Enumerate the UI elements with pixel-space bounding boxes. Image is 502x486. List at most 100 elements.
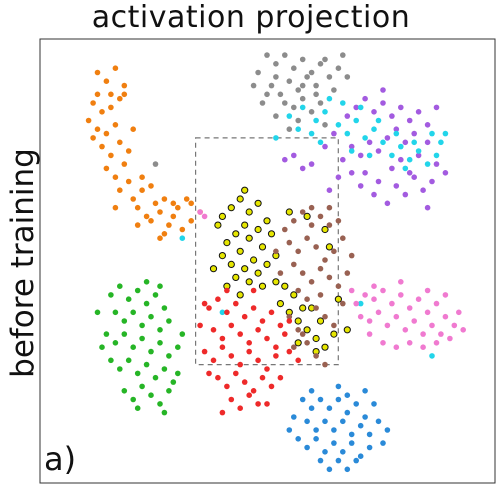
data-point (299, 82, 306, 89)
data-point (227, 260, 235, 268)
data-point (340, 418, 346, 425)
data-point (308, 204, 315, 211)
data-point (250, 305, 257, 311)
data-point (322, 56, 328, 63)
data-point (331, 130, 337, 137)
data-point (134, 405, 141, 412)
data-point (143, 213, 150, 220)
data-point (268, 309, 275, 316)
data-point (108, 152, 114, 159)
data-point (326, 274, 333, 281)
data-point (344, 113, 351, 119)
data-point (295, 126, 302, 132)
data-point (85, 117, 92, 124)
data-point (415, 148, 422, 154)
series-2 (282, 87, 449, 211)
data-point (241, 186, 249, 194)
data-point (134, 204, 141, 211)
data-point (143, 300, 150, 307)
data-point (317, 265, 324, 272)
data-point (214, 221, 222, 229)
data-point (362, 170, 368, 176)
data-point (362, 292, 368, 298)
data-point (389, 165, 395, 172)
data-point (424, 204, 431, 211)
data-point (148, 313, 154, 320)
data-point (130, 309, 136, 316)
data-point (442, 313, 449, 320)
data-point (241, 221, 249, 229)
data-point (299, 304, 307, 312)
data-point (254, 199, 262, 207)
data-point (94, 91, 101, 98)
data-point (362, 135, 368, 141)
data-point (438, 331, 444, 337)
data-point (295, 357, 302, 364)
data-point (375, 178, 382, 185)
data-point (282, 52, 288, 58)
data-point (343, 326, 351, 334)
data-point (175, 344, 181, 351)
data-point (334, 295, 342, 303)
data-point (139, 187, 145, 193)
data-point (90, 100, 96, 106)
data-point (442, 130, 449, 137)
data-point (442, 292, 449, 298)
data-point (344, 130, 351, 137)
data-point (201, 213, 208, 220)
data-point (384, 135, 391, 141)
data-point (321, 343, 329, 351)
data-point (295, 248, 302, 255)
data-point (344, 392, 351, 399)
data-point (215, 374, 221, 381)
data-point (188, 200, 194, 207)
data-point (121, 318, 128, 324)
data-point (393, 183, 400, 189)
data-point (148, 392, 154, 399)
data-point (267, 230, 276, 238)
data-point (406, 340, 413, 346)
data-point (402, 139, 409, 146)
data-point (224, 383, 230, 390)
data-point (304, 74, 310, 80)
data-point (259, 374, 266, 381)
data-point (353, 104, 360, 111)
data-point (313, 244, 319, 250)
data-point (290, 291, 298, 299)
data-point (335, 218, 342, 224)
data-point (246, 348, 252, 355)
data-point (357, 453, 364, 460)
data-point (357, 104, 364, 111)
data-point (299, 331, 306, 337)
data-point (451, 322, 458, 329)
data-point (258, 282, 267, 290)
data-point (313, 305, 319, 311)
data-point (331, 440, 337, 446)
data-point (219, 309, 226, 316)
data-point (335, 174, 342, 180)
data-point (322, 449, 328, 455)
data-point (201, 300, 208, 307)
data-point (250, 82, 257, 89)
data-point (161, 196, 168, 202)
data-point (433, 161, 440, 167)
data-point (371, 126, 377, 132)
data-point (245, 234, 253, 242)
data-point (442, 170, 449, 176)
series-5 (273, 204, 355, 368)
data-point (429, 130, 435, 137)
data-point (335, 283, 342, 290)
data-point (130, 126, 136, 132)
data-point (415, 109, 422, 115)
data-point (299, 165, 306, 172)
data-point (384, 427, 391, 433)
series-8 (197, 287, 302, 416)
data-point (143, 279, 150, 285)
data-point (250, 388, 257, 394)
data-point (299, 209, 306, 215)
data-point (264, 52, 270, 58)
data-point (259, 100, 266, 106)
data-point (241, 379, 248, 385)
data-point (237, 405, 243, 412)
